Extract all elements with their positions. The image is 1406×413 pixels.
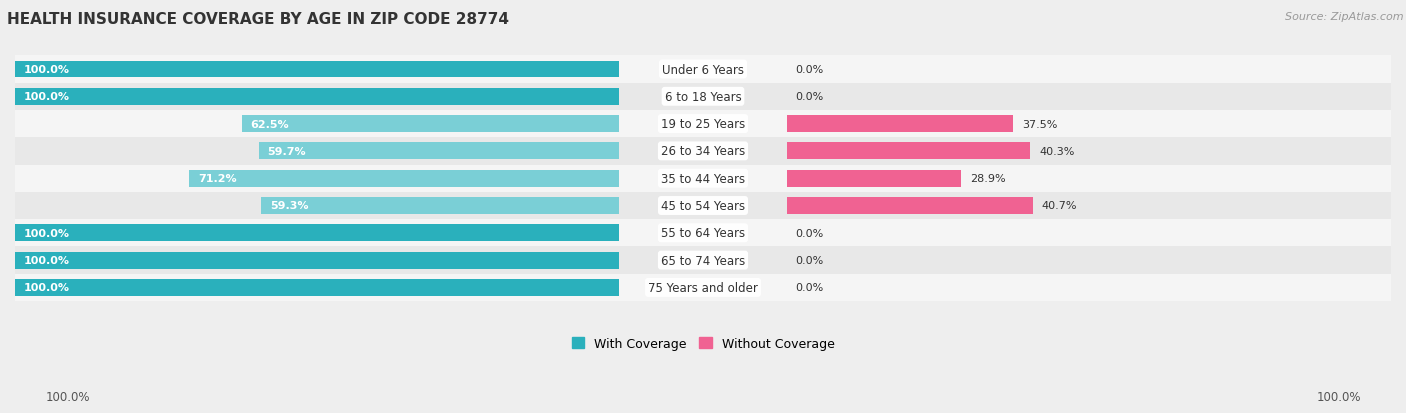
Bar [188, 170, 619, 187]
Text: 62.5%: 62.5% [250, 119, 290, 129]
Text: 40.7%: 40.7% [1042, 201, 1077, 211]
Text: 100.0%: 100.0% [45, 390, 90, 403]
Text: 19 to 25 Years: 19 to 25 Years [661, 118, 745, 131]
Text: 59.3%: 59.3% [270, 201, 308, 211]
Bar [15, 225, 619, 242]
Bar [15, 62, 619, 78]
Text: 28.9%: 28.9% [970, 174, 1005, 184]
Text: 0.0%: 0.0% [796, 256, 824, 266]
Text: 100.0%: 100.0% [24, 92, 70, 102]
Text: 0.0%: 0.0% [796, 283, 824, 293]
Text: 40.3%: 40.3% [1039, 147, 1074, 157]
Legend: With Coverage, Without Coverage: With Coverage, Without Coverage [567, 332, 839, 355]
Bar [15, 89, 619, 105]
Text: 0.0%: 0.0% [796, 228, 824, 238]
Bar [259, 143, 619, 160]
Bar [15, 111, 1391, 138]
Bar [15, 138, 1391, 165]
Bar [262, 197, 619, 214]
Bar [787, 116, 1014, 133]
Text: 71.2%: 71.2% [198, 174, 236, 184]
Text: 26 to 34 Years: 26 to 34 Years [661, 145, 745, 158]
Bar [787, 143, 1031, 160]
Text: 0.0%: 0.0% [796, 65, 824, 75]
Text: 100.0%: 100.0% [24, 283, 70, 293]
Text: 35 to 44 Years: 35 to 44 Years [661, 172, 745, 185]
Bar [15, 274, 1391, 301]
Bar [15, 220, 1391, 247]
Text: 100.0%: 100.0% [24, 228, 70, 238]
Bar [15, 83, 1391, 111]
Text: 37.5%: 37.5% [1022, 119, 1057, 129]
Bar [15, 56, 1391, 83]
Text: 100.0%: 100.0% [24, 256, 70, 266]
Text: HEALTH INSURANCE COVERAGE BY AGE IN ZIP CODE 28774: HEALTH INSURANCE COVERAGE BY AGE IN ZIP … [7, 12, 509, 27]
Text: 75 Years and older: 75 Years and older [648, 281, 758, 294]
Text: 55 to 64 Years: 55 to 64 Years [661, 227, 745, 240]
Bar [242, 116, 619, 133]
Text: 59.7%: 59.7% [267, 147, 307, 157]
Text: 6 to 18 Years: 6 to 18 Years [665, 90, 741, 104]
Bar [787, 197, 1032, 214]
Bar [15, 165, 1391, 192]
Text: 0.0%: 0.0% [796, 92, 824, 102]
Bar [15, 252, 619, 269]
Text: 100.0%: 100.0% [24, 65, 70, 75]
Bar [15, 192, 1391, 220]
Text: 45 to 54 Years: 45 to 54 Years [661, 199, 745, 212]
Text: 65 to 74 Years: 65 to 74 Years [661, 254, 745, 267]
Bar [15, 247, 1391, 274]
Text: Under 6 Years: Under 6 Years [662, 63, 744, 76]
Text: 100.0%: 100.0% [1316, 390, 1361, 403]
Bar [15, 279, 619, 296]
Bar [787, 170, 962, 187]
Text: Source: ZipAtlas.com: Source: ZipAtlas.com [1285, 12, 1403, 22]
